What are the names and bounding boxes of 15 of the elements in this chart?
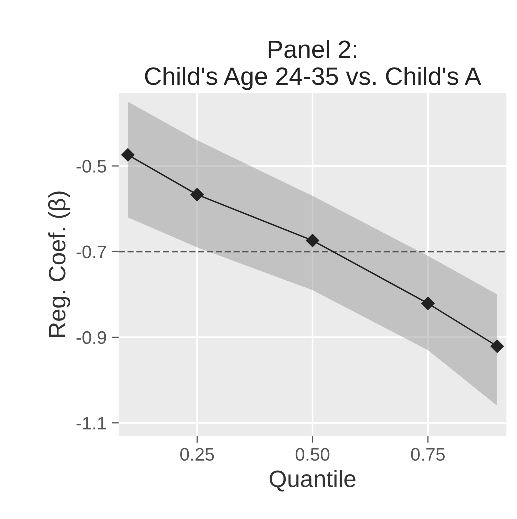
y-tick-label: -0.9 <box>76 331 106 344</box>
point <box>190 188 204 202</box>
x-axis-title: Quantile <box>270 470 356 492</box>
point <box>306 234 320 248</box>
x-tick-label: 0.25 <box>180 448 214 462</box>
x-tick-label: 0.75 <box>411 448 445 462</box>
y-tick-label: -1.1 <box>76 417 106 430</box>
x-tick-label: 0.50 <box>296 448 330 462</box>
point <box>490 340 504 354</box>
chart-title: Panel 2: Child's Age 24-35 vs. Child's A <box>145 40 482 90</box>
point <box>122 148 135 162</box>
y-tick-label: -0.7 <box>76 246 106 259</box>
y-axis-title: Reg. Coef. (β) <box>48 192 70 338</box>
point <box>422 297 435 310</box>
y-tick-label: -0.5 <box>76 160 106 173</box>
